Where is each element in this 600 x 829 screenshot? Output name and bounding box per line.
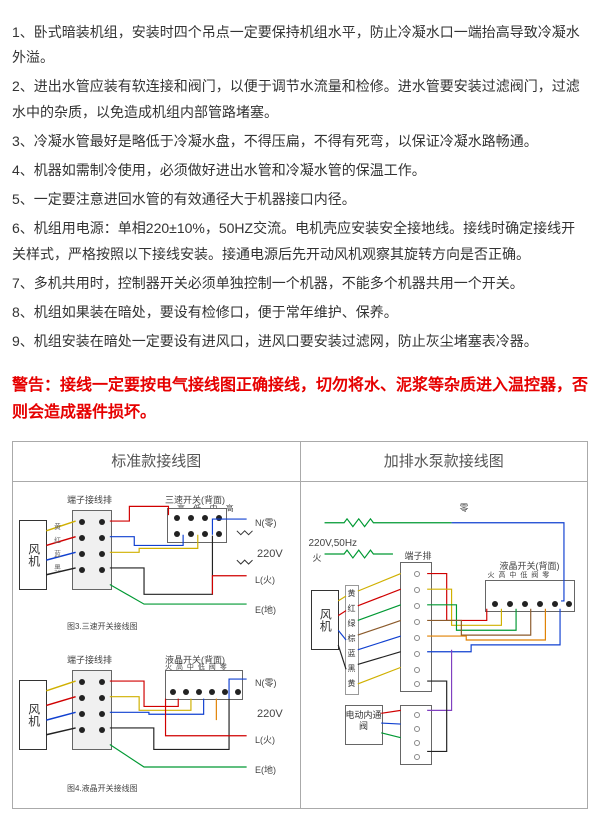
terminal-label: 端子接线排 <box>67 652 112 668</box>
warning-text: 警告：接线一定要按电气接线图正确接线，切勿将水、泥浆等杂质进入温控器，否则会造成… <box>12 372 588 426</box>
instruction-item: 2、进出水管应装有软连接和阀门，以便于调节水流量和检修。进水管要安装过滤阀门，过… <box>12 74 588 124</box>
N-label: N(零) <box>255 675 277 691</box>
diagram-pump: 加排水泵款接线图 零 220V,50Hz 火 端子排 风机 黄红绿棕蓝黑黄 <box>301 442 588 808</box>
v220-label: 220V <box>257 545 283 565</box>
fan-box: 风机 <box>19 680 47 750</box>
diagram-title: 标准款接线图 <box>13 442 300 482</box>
schematic-3speed: 端子接线排 三速开关(背面) 高 低 中 高 风机 N(零) 220 <box>17 490 296 640</box>
fig-caption: 图4.液晶开关接线图 <box>67 782 138 796</box>
diagram-body: 零 220V,50Hz 火 端子排 风机 黄红绿棕蓝黑黄 <box>301 482 588 808</box>
fan-box: 风机 <box>311 590 339 650</box>
lcd-switch <box>485 580 575 612</box>
terminal-strip-bottom <box>400 705 432 765</box>
terminal-block <box>72 670 112 750</box>
instruction-item: 3、冷凝水管最好是略低于冷凝水盘，不得压扁，不得有死弯，以保证冷凝水路畅通。 <box>12 129 588 154</box>
terminal-label: 端子接线排 <box>67 492 112 508</box>
instruction-item: 4、机器如需制冷使用，必须做好进出水管和冷凝水管的保温工作。 <box>12 158 588 183</box>
diagram-standard: 标准款接线图 端子接线排 三速开关(背面) 高 低 中 高 风机 <box>13 442 301 808</box>
switch-block <box>165 670 243 700</box>
terminal-block <box>72 510 112 590</box>
terminal-strip <box>400 562 432 692</box>
instruction-item: 6、机组用电源：单相220±10%，50HZ交流。电机壳应安装安全接地线。接线时… <box>12 216 588 266</box>
schematic-pump: 零 220V,50Hz 火 端子排 风机 黄红绿棕蓝黑黄 <box>305 490 584 790</box>
E-label: E(地) <box>255 602 276 618</box>
diagram-title: 加排水泵款接线图 <box>301 442 588 482</box>
instructions-list: 1、卧式暗装机组，安装时四个吊点一定要保持机组水平，防止冷凝水口一端抬高导致冷凝… <box>12 20 588 354</box>
instruction-item: 7、多机共用时，控制器开关必须单独控制一个机器，不能多个机器共用一个开关。 <box>12 271 588 296</box>
color-legend: 黄红绿棕蓝黑黄 <box>345 585 359 695</box>
diagram-body: 端子接线排 三速开关(背面) 高 低 中 高 风机 N(零) 220 <box>13 482 300 808</box>
fire-label: 火 <box>313 550 322 566</box>
E-label: E(地) <box>255 762 276 778</box>
instruction-item: 8、机组如果装在暗处，要设有检修口，便于常年维护、保养。 <box>12 300 588 325</box>
fan-box: 风机 <box>19 520 47 590</box>
valve-box: 电动内通阀 <box>345 705 383 745</box>
zero-label: 零 <box>460 500 469 516</box>
v220-label: 220V <box>257 705 283 725</box>
svg-text:红: 红 <box>54 535 61 544</box>
switch-block <box>167 508 227 543</box>
N-label: N(零) <box>255 515 277 531</box>
wires-svg: 黄 红 蓝 黑 <box>17 490 296 640</box>
instruction-item: 5、一定要注意进回水管的有效通径大于机器接口内径。 <box>12 187 588 212</box>
fig-caption: 图3.三速开关接线图 <box>67 620 138 634</box>
L-label: L(火) <box>255 732 275 748</box>
wiring-diagrams: 标准款接线图 端子接线排 三速开关(背面) 高 低 中 高 风机 <box>12 441 588 809</box>
svg-text:蓝: 蓝 <box>54 549 61 558</box>
L-label: L(火) <box>255 572 275 588</box>
instruction-item: 9、机组安装在暗处一定要设有进风口，进风口要安装过滤网，防止灰尘堵塞表冷器。 <box>12 329 588 354</box>
svg-text:黄: 黄 <box>54 521 61 530</box>
svg-text:黑: 黑 <box>54 564 61 572</box>
instruction-item: 1、卧式暗装机组，安装时四个吊点一定要保持机组水平，防止冷凝水口一端抬高导致冷凝… <box>12 20 588 70</box>
wires-svg <box>17 650 296 800</box>
schematic-lcd: 端子接线排 液晶开关(背面) 火 高 中 低 阀 零 风机 N(零) 220V <box>17 650 296 800</box>
